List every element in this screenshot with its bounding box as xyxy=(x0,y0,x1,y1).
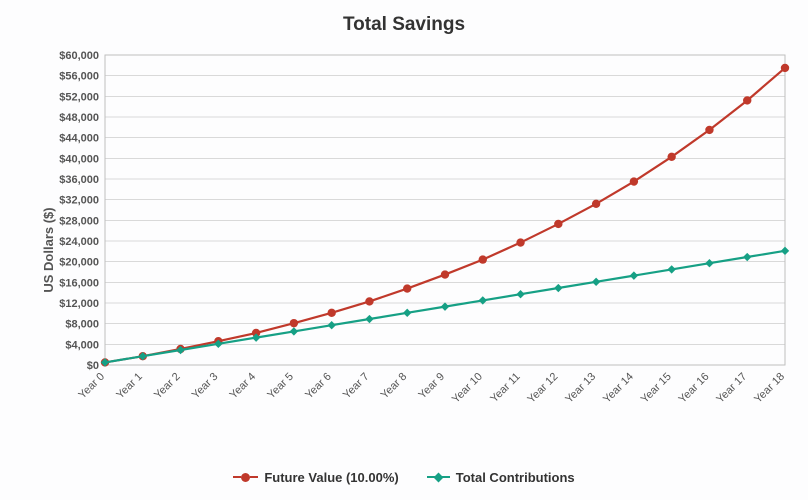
svg-text:$48,000: $48,000 xyxy=(59,112,99,124)
svg-text:$32,000: $32,000 xyxy=(59,195,99,207)
data-point xyxy=(365,297,373,305)
data-point xyxy=(365,315,373,323)
svg-text:Year 9: Year 9 xyxy=(416,371,447,402)
svg-text:Year 17: Year 17 xyxy=(714,371,749,406)
legend-item: Total Contributions xyxy=(427,470,575,485)
data-point xyxy=(441,270,449,278)
savings-chart: { "chart": { "type": "line", "title": "T… xyxy=(0,0,808,500)
data-point xyxy=(290,327,298,335)
data-point xyxy=(327,321,335,329)
svg-text:Year 10: Year 10 xyxy=(450,371,485,406)
svg-text:$60,000: $60,000 xyxy=(59,50,99,62)
legend: Future Value (10.00%) Total Contributions xyxy=(0,466,808,485)
data-point xyxy=(781,64,789,72)
svg-text:$0: $0 xyxy=(87,360,99,372)
svg-text:Year 3: Year 3 xyxy=(190,371,221,402)
plot-area: $0 $4,000 $8,000 $12,000 $16,000 $20,000 $24,0… xyxy=(0,0,808,500)
svg-text:$12,000: $12,000 xyxy=(59,298,99,310)
data-point xyxy=(441,302,449,310)
data-point xyxy=(781,247,789,255)
svg-text:$52,000: $52,000 xyxy=(59,91,99,103)
data-point xyxy=(630,271,638,279)
svg-text:Year 14: Year 14 xyxy=(601,371,636,406)
data-point xyxy=(630,177,638,185)
svg-text:Year 2: Year 2 xyxy=(152,371,183,402)
data-point xyxy=(743,96,751,104)
svg-text:$8,000: $8,000 xyxy=(65,319,99,331)
legend-label: Total Contributions xyxy=(456,470,575,485)
data-point xyxy=(743,253,751,261)
data-point xyxy=(705,259,713,267)
svg-text:$28,000: $28,000 xyxy=(59,215,99,227)
svg-text:Year 11: Year 11 xyxy=(488,371,522,405)
data-point xyxy=(516,238,524,246)
svg-text:Year 18: Year 18 xyxy=(752,371,787,406)
svg-text:$36,000: $36,000 xyxy=(59,174,99,186)
svg-text:Year 16: Year 16 xyxy=(677,371,712,406)
svg-text:Year 8: Year 8 xyxy=(379,371,410,402)
svg-text:$16,000: $16,000 xyxy=(59,277,99,289)
data-point xyxy=(592,278,600,286)
data-point xyxy=(403,309,411,317)
legend-item: Future Value (10.00%) xyxy=(233,470,398,485)
data-point xyxy=(479,255,487,263)
svg-text:$24,000: $24,000 xyxy=(59,236,99,248)
svg-text:Year 12: Year 12 xyxy=(525,371,560,406)
svg-text:Year 13: Year 13 xyxy=(563,371,598,406)
svg-text:Year 4: Year 4 xyxy=(228,371,259,402)
data-point xyxy=(516,290,524,298)
svg-text:$44,000: $44,000 xyxy=(59,133,99,145)
svg-text:$4,000: $4,000 xyxy=(65,339,99,351)
data-point xyxy=(592,200,600,208)
svg-text:Year 7: Year 7 xyxy=(341,371,372,402)
data-point xyxy=(403,284,411,292)
data-point xyxy=(667,265,675,273)
svg-text:Year 15: Year 15 xyxy=(639,371,674,406)
data-point xyxy=(554,284,562,292)
svg-text:Year 5: Year 5 xyxy=(265,371,296,402)
svg-text:Year 1: Year 1 xyxy=(114,371,145,402)
data-point xyxy=(554,220,562,228)
svg-text:Year 0: Year 0 xyxy=(76,371,107,402)
data-point xyxy=(667,153,675,161)
svg-text:$40,000: $40,000 xyxy=(59,153,99,165)
data-point xyxy=(327,309,335,317)
data-point xyxy=(290,319,298,327)
svg-text:Year 6: Year 6 xyxy=(303,371,334,402)
legend-label: Future Value (10.00%) xyxy=(264,470,398,485)
svg-text:$56,000: $56,000 xyxy=(59,71,99,83)
svg-text:$20,000: $20,000 xyxy=(59,257,99,269)
data-point xyxy=(705,126,713,134)
